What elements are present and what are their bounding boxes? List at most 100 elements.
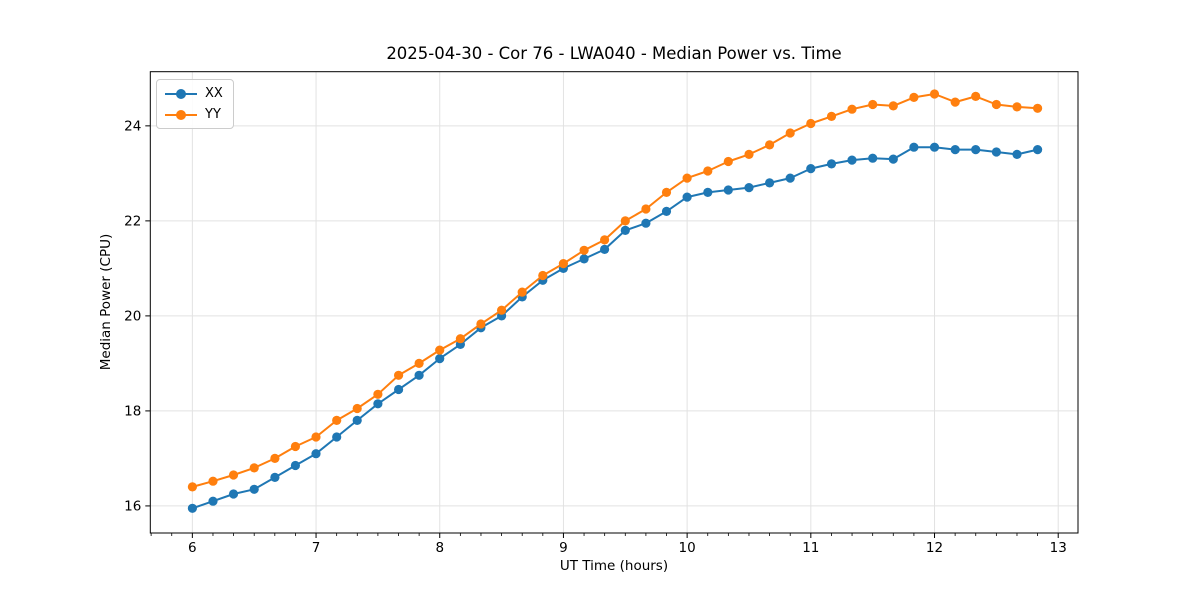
data-point <box>332 415 342 425</box>
data-point <box>703 166 713 176</box>
data-point <box>394 384 404 395</box>
data-point <box>806 164 816 174</box>
legend-swatch-yy <box>165 109 197 120</box>
x-tick-label: 10 <box>679 540 696 556</box>
data-point <box>806 118 816 129</box>
data-point <box>290 460 300 471</box>
data-point <box>785 173 795 183</box>
x-tick-label: 11 <box>802 540 819 556</box>
data-point <box>435 345 445 355</box>
legend: XX YY <box>156 79 234 129</box>
y-tick-label: 24 <box>124 119 141 135</box>
data-point <box>435 354 445 364</box>
data-point <box>991 147 1002 157</box>
y-tick-label: 16 <box>124 499 141 515</box>
data-point <box>208 496 218 506</box>
data-point <box>311 449 321 459</box>
data-point <box>373 399 383 409</box>
data-point <box>373 389 383 399</box>
legend-item-xx: XX <box>165 86 223 101</box>
legend-swatch-xx <box>165 88 197 99</box>
data-point <box>888 101 898 111</box>
x-tick-label: 12 <box>926 540 943 556</box>
chart-title: 2025-04-30 - Cor 76 - LWA040 - Median Po… <box>386 44 842 63</box>
y-tick-label: 18 <box>124 404 141 420</box>
data-point <box>682 192 692 202</box>
data-point <box>476 319 486 329</box>
data-point <box>497 305 507 315</box>
legend-marker-icon <box>176 109 186 120</box>
data-point <box>352 415 362 425</box>
data-point <box>311 432 321 442</box>
data-point <box>455 334 465 344</box>
data-point <box>579 254 589 264</box>
data-point <box>991 99 1002 110</box>
data-point <box>517 287 527 297</box>
x-axis-label: UT Time (hours) <box>559 558 669 574</box>
data-point <box>847 155 857 165</box>
series-XX <box>187 142 1043 513</box>
data-point <box>641 204 651 214</box>
y-axis-label: Median Power (CPU) <box>98 233 114 371</box>
data-point <box>270 472 280 482</box>
data-point <box>785 128 795 138</box>
data-point <box>187 482 197 492</box>
data-point <box>558 259 569 269</box>
x-tick-label: 7 <box>312 540 321 556</box>
data-point <box>332 432 342 442</box>
data-point <box>414 370 424 380</box>
x-tick-label: 6 <box>188 540 197 556</box>
data-point <box>929 142 940 152</box>
data-point <box>352 403 362 414</box>
data-point <box>744 183 754 193</box>
data-point <box>826 111 837 121</box>
data-point <box>600 235 610 245</box>
data-point <box>826 159 837 169</box>
data-point <box>971 91 981 101</box>
data-point <box>661 206 672 216</box>
data-point <box>682 173 692 183</box>
data-point <box>394 370 404 380</box>
data-point <box>579 245 589 255</box>
data-point <box>723 185 733 195</box>
data-point <box>249 484 259 494</box>
plot-border <box>149 71 1079 534</box>
data-point <box>909 142 919 152</box>
data-point <box>661 187 672 197</box>
data-point <box>868 153 878 163</box>
data-point <box>1012 149 1022 159</box>
data-point <box>228 470 239 480</box>
data-point <box>847 104 857 114</box>
x-tick-label: 13 <box>1050 540 1067 556</box>
data-point <box>538 270 548 281</box>
y-tick-label: 20 <box>124 309 141 325</box>
data-point <box>971 145 981 155</box>
data-point <box>744 149 754 159</box>
data-point <box>290 441 300 452</box>
x-tick-label: 8 <box>435 540 444 556</box>
data-point <box>765 178 775 188</box>
data-point <box>888 154 898 164</box>
data-point <box>270 453 280 463</box>
data-point <box>950 145 960 155</box>
data-point <box>723 156 733 167</box>
legend-marker-icon <box>176 88 186 99</box>
data-point <box>950 97 960 107</box>
data-point <box>228 489 239 499</box>
data-point <box>414 358 424 368</box>
data-point <box>909 92 919 102</box>
data-point <box>1033 145 1043 155</box>
data-point <box>208 476 218 486</box>
legend-item-yy: YY <box>165 107 223 122</box>
y-tick-label: 22 <box>124 214 141 230</box>
data-point <box>620 216 630 226</box>
data-point <box>641 218 651 228</box>
data-point <box>1033 103 1043 113</box>
data-point <box>929 89 940 99</box>
data-point <box>765 140 775 150</box>
legend-label-xx: XX <box>205 86 223 101</box>
data-point <box>868 99 878 110</box>
series-YY <box>187 89 1043 492</box>
